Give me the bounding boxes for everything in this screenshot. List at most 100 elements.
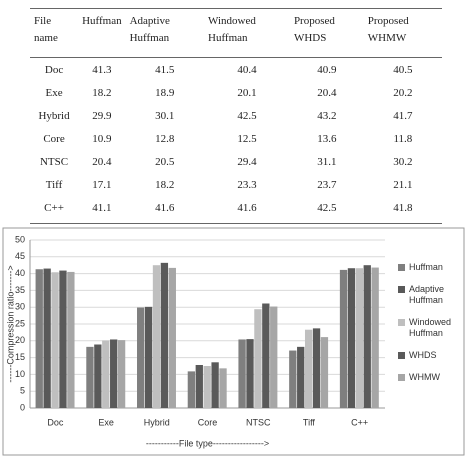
bar — [371, 267, 379, 408]
legend-swatch — [398, 352, 405, 359]
bar — [219, 368, 227, 408]
bar — [339, 269, 348, 408]
y-axis-label: ------Compression ratio-------> — [5, 265, 15, 382]
table-row: Exe 18.2 18.9 20.1 20.4 20.2 — [30, 81, 442, 104]
table-cell: 12.5 — [237, 132, 257, 145]
y-tick-label: 35 — [15, 285, 25, 295]
table-row: Core 10.9 12.8 12.5 13.6 11.8 — [30, 127, 442, 150]
table-cell: 11.8 — [393, 132, 413, 145]
y-tick-label: 50 — [15, 234, 25, 244]
bar — [160, 262, 169, 408]
bar — [262, 303, 270, 408]
x-tick-label: C++ — [351, 417, 368, 427]
table-cell: 20.5 — [155, 155, 175, 168]
legend-swatch — [398, 264, 405, 271]
x-tick-label: Tiff — [303, 417, 316, 427]
table-row: C++ 41.1 41.6 41.6 42.5 41.8 — [30, 196, 442, 224]
table-cell: 10.9 — [92, 132, 112, 145]
bar — [347, 268, 356, 408]
bar — [35, 269, 43, 408]
table-row: Tiff 17.1 18.2 23.3 23.7 21.1 — [30, 173, 442, 196]
bar — [59, 270, 67, 408]
table-cell: 40.4 — [237, 63, 257, 76]
table-cell: Hybrid — [38, 109, 70, 122]
table-cell: 42.5 — [237, 109, 257, 122]
table-cell: 20.2 — [393, 86, 413, 99]
bar — [51, 272, 59, 408]
table-cell: 23.7 — [317, 178, 337, 191]
y-tick-label: 20 — [15, 335, 25, 345]
chart-frame — [2, 227, 465, 456]
table-row: NTSC 20.4 20.5 29.4 31.1 30.2 — [30, 150, 442, 173]
y-tick-label: 30 — [15, 302, 25, 312]
bar — [94, 344, 102, 408]
x-tick-label: Hybrid — [144, 417, 170, 427]
bar — [254, 309, 262, 408]
data-table: File name Huffman Adaptive Huffman Windowed… — [30, 8, 442, 224]
table-cell: Exe — [45, 86, 63, 99]
legend-swatch — [398, 319, 405, 326]
table-cell: 29.9 — [92, 109, 112, 122]
table-cell: 20.4 — [92, 155, 112, 168]
table-cell: Tiff — [45, 178, 63, 191]
bar — [43, 268, 51, 408]
bar — [117, 340, 126, 408]
legend-entry: WHDS — [398, 350, 462, 361]
legend-label: WHDS — [409, 350, 437, 360]
table-cell: 30.1 — [155, 109, 175, 122]
table-cell: 41.1 — [78, 196, 126, 224]
table-cell: 18.2 — [155, 178, 175, 191]
legend-label: Huffman — [409, 262, 443, 272]
table-cell: 41.6 — [204, 196, 290, 224]
bar — [246, 339, 254, 408]
table-row: Hybrid 29.9 30.1 42.5 43.2 41.7 — [30, 104, 442, 127]
table-cell: 13.6 — [317, 132, 337, 145]
legend-label: WHMW — [409, 372, 440, 382]
table-cell: 29.4 — [237, 155, 257, 168]
legend-swatch — [398, 374, 405, 381]
legend-entry: Windowed Huffman — [398, 317, 462, 339]
table-cell: 23.3 — [237, 178, 257, 191]
bar — [86, 346, 94, 408]
table-cell: 20.4 — [317, 86, 337, 99]
table-cell: 17.1 — [92, 178, 112, 191]
table-cell: C++ — [30, 196, 79, 224]
bar — [102, 340, 110, 408]
bar — [355, 268, 363, 408]
y-tick-label: 10 — [15, 369, 25, 379]
legend-entry: WHMW — [398, 372, 462, 383]
table-cell: NTSC — [39, 155, 69, 168]
bar — [67, 271, 75, 408]
table-cell: 41.3 — [92, 63, 112, 76]
legend-swatch — [398, 286, 405, 293]
y-tick-label: 25 — [15, 318, 25, 328]
bar — [137, 307, 145, 408]
bar — [297, 346, 305, 408]
table-cell: 31.1 — [317, 155, 337, 168]
legend-entry: Huffman — [398, 262, 462, 273]
x-tick-label: NTSC — [246, 417, 271, 427]
table-cell: Core — [43, 132, 65, 145]
bar — [238, 339, 246, 408]
header-cell: Windowed Huffman — [204, 8, 290, 58]
table-cell: 18.2 — [92, 86, 112, 99]
x-axis-label: -----------File type-----------------> — [146, 438, 269, 448]
bar — [289, 350, 297, 408]
header-cell: Proposed WHDS — [289, 8, 364, 58]
bar — [187, 371, 196, 408]
table-cell: 20.1 — [237, 86, 257, 99]
header-cell: Huffman — [78, 8, 126, 58]
legend-entry: Adaptive Huffman — [398, 284, 462, 306]
table-cell: Doc — [44, 63, 64, 76]
bar — [144, 306, 153, 408]
x-tick-label: Doc — [47, 417, 64, 427]
legend: Huffman Adaptive Huffman Windowed Huffman W… — [398, 262, 462, 394]
y-tick-label: 5 — [20, 386, 25, 396]
table-cell: 12.8 — [155, 132, 175, 145]
table-cell: 41.7 — [393, 109, 413, 122]
header-cell: Proposed WHMW — [363, 8, 442, 58]
bar — [304, 329, 313, 408]
y-tick-label: 40 — [15, 268, 25, 278]
y-tick-label: 0 — [20, 402, 25, 412]
